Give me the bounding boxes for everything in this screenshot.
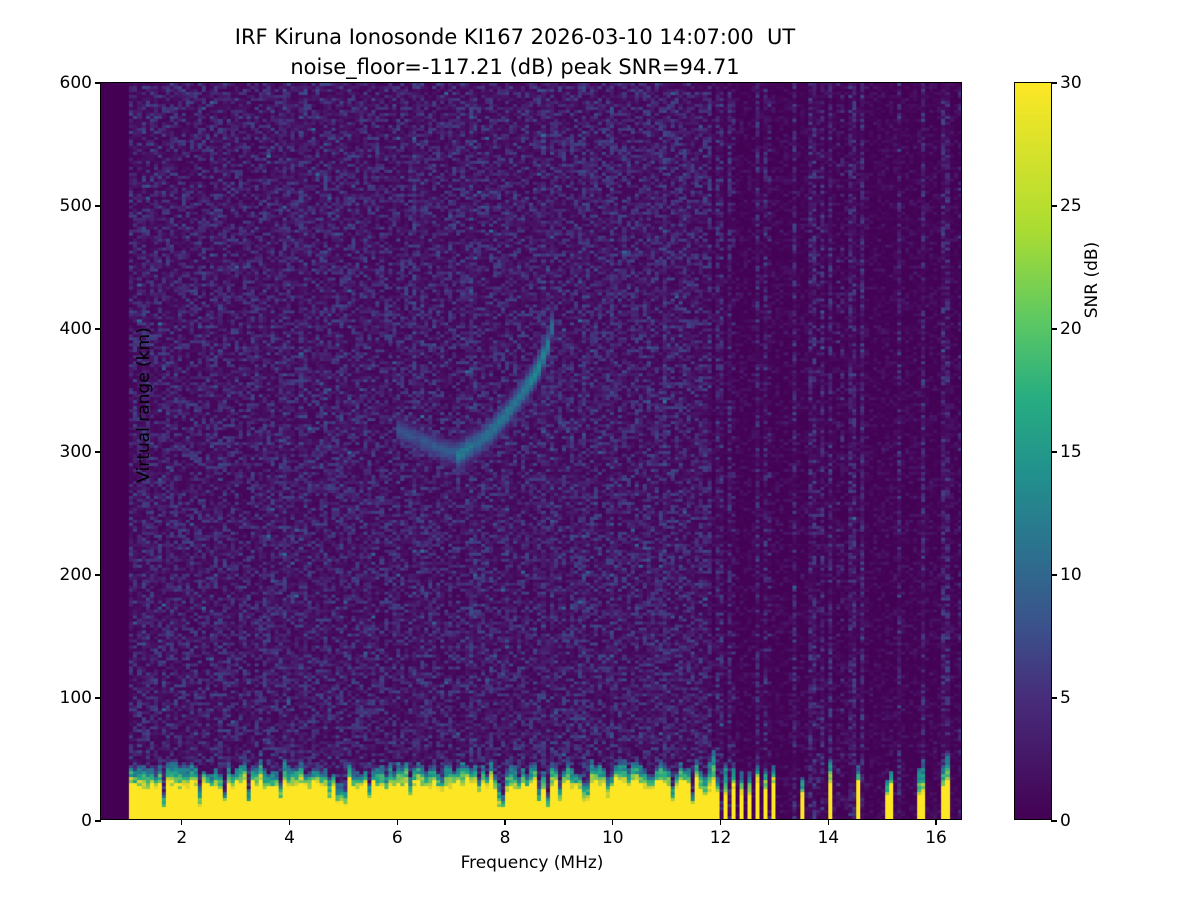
y-tick-label: 0 [81,811,92,831]
figure-title-line1: IRF Kiruna Ionosonde KI167 2026-03-10 14… [234,25,796,49]
colorbar: 0 5 10 15 20 25 30 [1014,73,1082,831]
figure-title: IRF Kiruna Ionosonde KI167 2026-03-10 14… [0,22,1030,82]
y-tick-mark [95,328,101,330]
y-tick-label: 300 [59,442,92,462]
x-tick-mark [935,819,937,825]
colorbar-tick-mark [1051,451,1057,453]
colorbar-tick-label: 15 [1060,442,1082,462]
colorbar-tick-label: 30 [1060,73,1082,93]
x-tick-label: 2 [176,828,188,848]
x-tick-label: 16 [925,828,947,848]
colorbar-tick-mark [1051,328,1057,330]
x-tick-mark [181,819,183,825]
y-tick-mark [95,205,101,207]
y-tick-mark [95,820,101,822]
y-axis-label: Virtual range (km) [134,327,154,483]
x-tick-label: 8 [499,828,511,848]
x-tick-mark [719,819,722,825]
y-tick-mark [95,574,101,576]
colorbar-tick-label: 5 [1060,688,1071,708]
x-tick-label: 14 [817,828,840,848]
y-tick-label: 400 [59,319,92,339]
figure-title-line2: noise_floor=-117.21 (dB) peak SNR=94.71 [290,55,740,79]
x-tick-mark [827,819,829,825]
colorbar-tick-label: 20 [1060,319,1082,339]
ionogram-heatmap [101,83,961,819]
x-tick-label: 6 [391,828,403,848]
colorbar-tick-mark [1051,205,1057,207]
x-tick-mark [612,819,614,825]
colorbar-tick-label: 25 [1060,196,1082,216]
x-tick-label: 10 [601,828,624,848]
colorbar-tick-label: 10 [1060,565,1082,585]
colorbar-tick-label: 0 [1060,811,1071,831]
colorbar-label: SNR (dB) [1082,241,1102,319]
colorbar-tick-mark [1051,820,1057,822]
y-tick-mark [95,451,101,453]
y-tick-mark [95,82,101,84]
colorbar-tick-mark [1051,574,1057,576]
y-tick-mark [95,697,101,699]
colorbar-tick-mark [1051,697,1057,699]
y-tick-label: 600 [59,73,92,93]
x-tick-label: 4 [284,828,295,848]
x-tick-mark [288,819,291,825]
colorbar-tick-mark [1051,82,1057,84]
y-tick-label: 100 [59,688,92,708]
x-tick-label: 12 [709,828,732,848]
x-tick-mark [504,819,506,825]
ionogram-axes: Virtual range (km) Frequency (MHz) 0 100 2… [60,73,962,873]
x-axis-label: Frequency (MHz) [460,853,604,873]
x-tick-mark [396,819,398,825]
y-tick-label: 200 [59,565,92,585]
y-tick-label: 500 [59,196,92,216]
